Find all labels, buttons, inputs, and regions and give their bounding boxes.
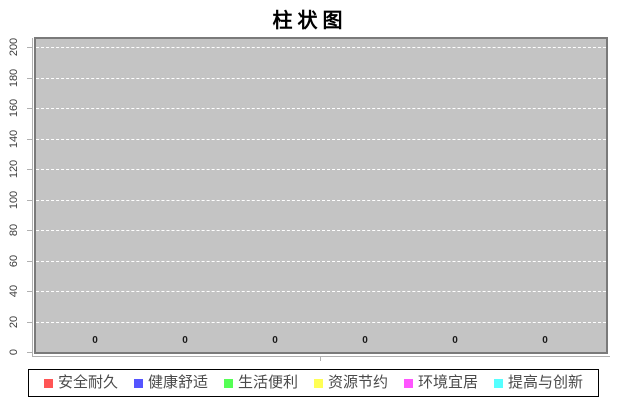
y-tick-mark — [27, 108, 32, 109]
y-tick-mark — [27, 47, 32, 48]
gridline — [36, 230, 606, 231]
y-tick-label: 120 — [8, 159, 20, 179]
legend-item-label: 生活便利 — [237, 374, 298, 391]
y-tick-mark — [27, 138, 32, 140]
y-tick-label: 0 — [8, 348, 20, 356]
y-tick-label: 40 — [8, 284, 20, 298]
gridline — [36, 138, 606, 140]
y-tick-mark — [27, 230, 32, 231]
gridline — [36, 47, 606, 48]
legend-swatch-icon — [314, 378, 323, 388]
legend-swatch-icon — [223, 378, 233, 388]
gridline — [36, 108, 606, 109]
legend-swatch-icon — [133, 378, 143, 388]
bar-value-label: 0 — [272, 335, 278, 346]
y-tick-label: 20 — [8, 315, 20, 328]
bar-value-label: 0 — [452, 335, 458, 346]
legend-item: 资源节约 — [314, 374, 389, 391]
legend-item-label: 安全耐久 — [57, 374, 118, 391]
legend-item: 健康舒适 — [133, 374, 208, 391]
y-tick-mark — [27, 352, 32, 353]
y-tick-mark — [27, 199, 32, 201]
y-tick-mark — [27, 291, 32, 292]
y-tick-label: 180 — [8, 68, 20, 87]
bar-value-label: 0 — [92, 335, 98, 346]
legend-item-label: 健康舒适 — [147, 374, 208, 391]
chart-title: 柱状图 — [272, 10, 348, 32]
y-tick-label: 80 — [8, 223, 20, 237]
bar-value-label: 0 — [542, 335, 548, 346]
gridline — [36, 321, 606, 323]
gridline — [36, 77, 606, 79]
x-axis-tick — [320, 357, 321, 361]
y-tick-label: 160 — [8, 98, 20, 118]
legend-swatch-icon — [43, 378, 53, 388]
y-axis-line — [32, 38, 33, 357]
gridline — [36, 169, 606, 170]
y-tick-mark — [27, 260, 32, 262]
x-axis-line — [32, 356, 610, 357]
legend-item: 环境宜居 — [404, 374, 479, 391]
y-tick-mark — [27, 77, 32, 79]
y-tick-label: 100 — [8, 190, 20, 209]
legend-item: 提高与创新 — [494, 374, 584, 391]
gridline — [36, 291, 606, 292]
legend-swatch-icon — [404, 378, 414, 388]
legend-item-label: 资源节约 — [328, 374, 389, 391]
legend-item-label: 环境宜居 — [418, 374, 479, 391]
plot-area — [34, 37, 608, 354]
legend-item-label: 提高与创新 — [508, 374, 584, 391]
y-tick-label: 140 — [8, 129, 20, 148]
y-tick-label: 60 — [8, 254, 20, 267]
bar-value-label: 0 — [362, 335, 368, 346]
y-tick-mark — [27, 321, 32, 323]
y-tick-label: 200 — [8, 37, 20, 57]
legend-swatch-icon — [494, 378, 504, 388]
legend: 安全耐久 健康舒适 生活便利 资源节约 环境宜居 提高与创新 — [28, 369, 599, 397]
legend-item: 生活便利 — [223, 374, 298, 391]
legend-item: 安全耐久 — [43, 374, 118, 391]
y-tick-mark — [27, 169, 32, 170]
gridline — [36, 199, 606, 201]
bar-value-label: 0 — [182, 335, 188, 346]
gridline — [36, 260, 606, 262]
